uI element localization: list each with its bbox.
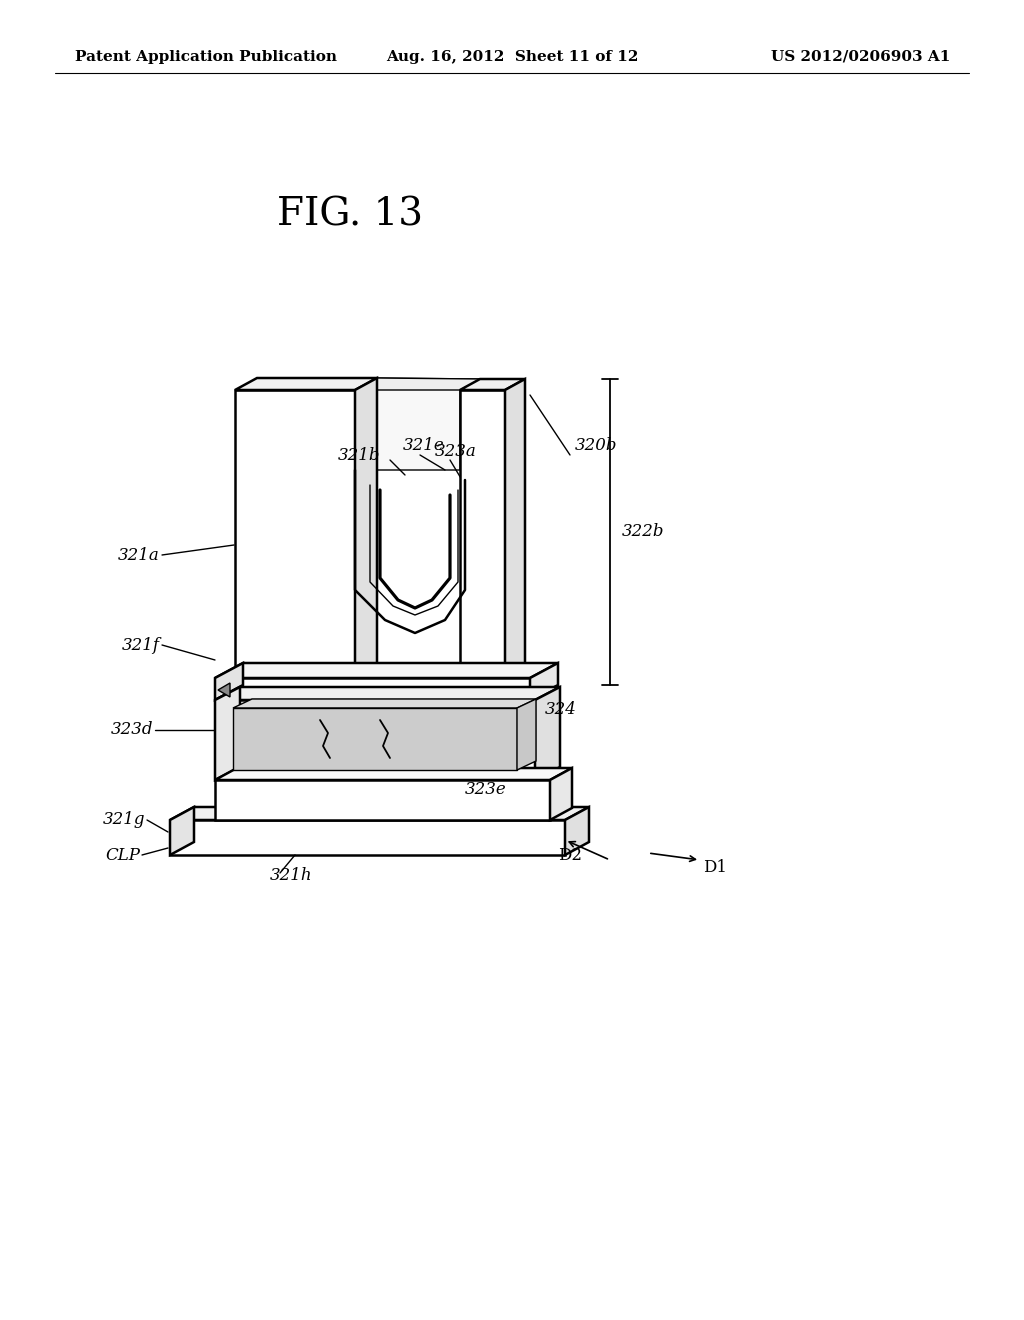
Polygon shape [234, 389, 355, 680]
Polygon shape [517, 700, 536, 770]
Text: 321f: 321f [122, 636, 160, 653]
Text: 323d: 323d [111, 722, 153, 738]
Text: FIG. 13: FIG. 13 [278, 197, 423, 234]
Polygon shape [215, 663, 243, 700]
Text: CLP: CLP [105, 846, 140, 863]
Polygon shape [535, 686, 560, 780]
Text: US 2012/0206903 A1: US 2012/0206903 A1 [771, 50, 950, 63]
Polygon shape [215, 768, 572, 780]
Text: Patent Application Publication: Patent Application Publication [75, 50, 337, 63]
Polygon shape [505, 379, 525, 680]
Text: D2: D2 [558, 846, 582, 863]
Text: 321e: 321e [403, 437, 444, 454]
Polygon shape [355, 378, 481, 470]
Polygon shape [215, 780, 550, 820]
Polygon shape [530, 663, 558, 700]
Polygon shape [218, 682, 230, 697]
Text: 320b: 320b [575, 437, 617, 454]
Polygon shape [215, 686, 240, 780]
Polygon shape [215, 700, 535, 780]
Polygon shape [550, 768, 572, 820]
Polygon shape [170, 807, 589, 820]
Polygon shape [460, 389, 505, 680]
Polygon shape [234, 378, 377, 389]
Polygon shape [215, 663, 558, 678]
Polygon shape [233, 708, 517, 770]
Polygon shape [170, 807, 194, 855]
Text: 321a: 321a [118, 546, 160, 564]
Text: 323a: 323a [435, 444, 477, 461]
Text: D1: D1 [703, 858, 727, 875]
Polygon shape [355, 378, 481, 389]
Text: 321b: 321b [338, 446, 380, 463]
Polygon shape [215, 678, 530, 700]
Polygon shape [460, 379, 525, 389]
Polygon shape [565, 807, 589, 855]
Text: 322b: 322b [622, 524, 665, 540]
Polygon shape [355, 378, 377, 680]
Polygon shape [233, 700, 536, 708]
Text: Aug. 16, 2012  Sheet 11 of 12: Aug. 16, 2012 Sheet 11 of 12 [386, 50, 638, 63]
Text: 321g: 321g [102, 812, 145, 829]
Text: 321h: 321h [270, 866, 312, 883]
Text: 323e: 323e [465, 781, 507, 799]
Polygon shape [215, 686, 560, 700]
Text: 324: 324 [545, 701, 577, 718]
Polygon shape [170, 820, 565, 855]
